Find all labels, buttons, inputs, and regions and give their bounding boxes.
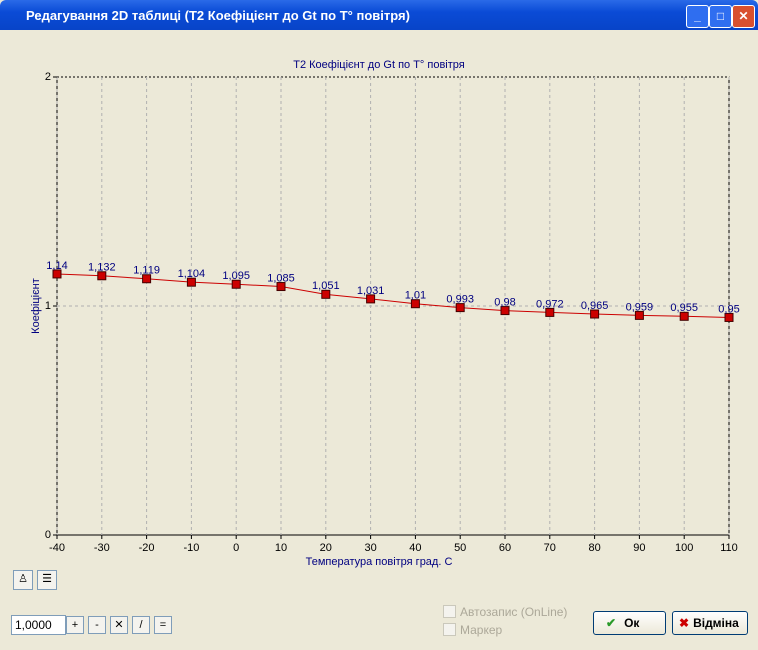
data-marker	[276, 282, 286, 292]
data-line	[56, 273, 730, 318]
y-axis-label: Коефіцієнт	[30, 278, 42, 334]
x-tick-label: -40	[49, 542, 65, 554]
data-label: 0,95	[718, 303, 739, 315]
x-axis-label: Температура повітря град. С	[306, 556, 453, 568]
data-label: 0,98	[494, 296, 515, 308]
data-marker	[545, 307, 555, 317]
data-marker	[231, 279, 241, 289]
x-tick-label: 0	[233, 542, 239, 554]
op-button[interactable]: +	[66, 616, 84, 634]
y-tick-label: 1	[45, 300, 51, 312]
minimize-button[interactable]: _	[686, 5, 709, 28]
close-button[interactable]: ✕	[732, 5, 755, 28]
data-label: 0,972	[536, 298, 564, 310]
y-tick-label: 2	[45, 71, 51, 83]
x-tick-label: 20	[320, 542, 332, 554]
data-marker	[97, 271, 107, 281]
chart-title: T2 Коефіцієнт до Gt по T° повітря	[293, 59, 465, 71]
x-tick-label: 100	[675, 542, 693, 554]
x-tick-label: 30	[364, 542, 376, 554]
x-tick-label: -30	[94, 542, 110, 554]
data-marker	[410, 299, 420, 309]
x-tick-label: 110	[720, 542, 738, 554]
data-marker	[724, 312, 734, 322]
table-button[interactable]: ☰	[37, 570, 57, 590]
checkbox-box	[443, 623, 456, 636]
cancel-button[interactable]: ✖ Відміна	[672, 611, 748, 635]
ok-button[interactable]: ✔ Ок	[593, 611, 666, 635]
y-tick-label: 0	[45, 529, 51, 541]
x-tick-label: 90	[633, 542, 645, 554]
data-marker	[634, 310, 644, 320]
op-button[interactable]: ✕	[110, 616, 128, 634]
x-tick-label: 70	[544, 542, 556, 554]
chart: T2 Коефіцієнт до Gt по T° повітря Темпер…	[30, 59, 740, 568]
op-button[interactable]: =	[154, 616, 172, 634]
x-tick-label: 10	[275, 542, 287, 554]
data-marker	[186, 277, 196, 287]
cancel-label: Відміна	[693, 616, 739, 630]
data-label: 1,095	[222, 270, 250, 282]
title-bar: Редагування 2D таблиці (T2 Коефіцієнт до…	[0, 0, 758, 30]
checkbox-label: Маркер	[460, 623, 503, 637]
op-button[interactable]: -	[88, 616, 106, 634]
maximize-button[interactable]: □	[709, 5, 732, 28]
data-label: 1,14	[46, 260, 67, 272]
data-label: 0,959	[626, 301, 654, 313]
data-marker	[142, 274, 152, 284]
value-input[interactable]: 1,0000	[11, 615, 66, 635]
x-tick-label: 80	[588, 542, 600, 554]
data-label: 0,965	[581, 300, 609, 312]
data-label: 1,132	[88, 262, 116, 274]
data-marker	[455, 303, 465, 313]
checkbox[interactable]: Маркер	[443, 623, 502, 637]
data-label: 0,955	[670, 302, 698, 314]
ok-icon: ✔	[606, 616, 617, 630]
data-label: 0,993	[446, 294, 474, 306]
data-label: 1,104	[178, 268, 206, 280]
data-label: 1,01	[405, 290, 426, 302]
data-marker	[590, 309, 600, 319]
data-marker	[321, 289, 331, 299]
data-label: 1,119	[133, 265, 160, 277]
data-label: 1,051	[312, 280, 340, 292]
ok-label: Ок	[624, 616, 640, 630]
cancel-icon: ✖	[679, 616, 690, 630]
data-marker	[679, 311, 689, 321]
x-tick-label: -10	[183, 542, 199, 554]
x-tick-label: 60	[499, 542, 511, 554]
data-marker	[366, 294, 376, 304]
checkbox[interactable]: Автозапис (OnLine)	[443, 605, 567, 619]
data-marker	[500, 306, 510, 316]
checkbox-box	[443, 605, 456, 618]
checkbox-label: Автозапис (OnLine)	[460, 605, 568, 619]
x-tick-label: -20	[139, 542, 155, 554]
op-button[interactable]: /	[132, 616, 150, 634]
data-label: 1,031	[357, 285, 385, 297]
x-tick-label: 50	[454, 542, 466, 554]
window-title: Редагування 2D таблиці (T2 Коефіцієнт до…	[26, 8, 410, 23]
data-label: 1,085	[267, 272, 295, 284]
chart-settings-button[interactable]: ♙	[13, 570, 33, 590]
x-tick-label: 40	[409, 542, 421, 554]
data-marker	[52, 269, 62, 279]
